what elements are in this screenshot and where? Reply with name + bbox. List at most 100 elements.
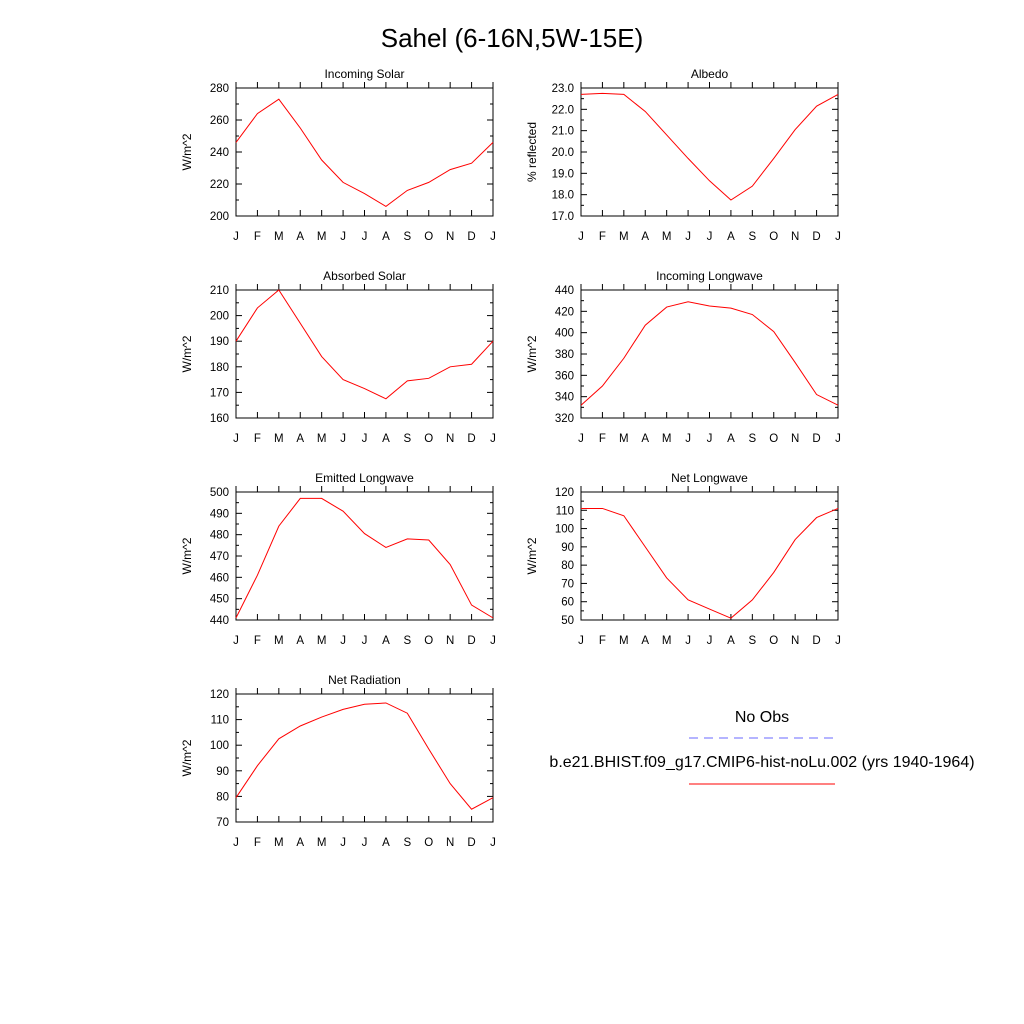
x-tick-label: J: [340, 231, 346, 243]
x-tick-label: J: [685, 231, 691, 243]
x-tick-label: J: [490, 837, 496, 849]
y-tick-label: 500: [210, 487, 229, 499]
y-tick-label: 420: [555, 306, 574, 318]
y-tick-label: 60: [561, 597, 574, 609]
x-tick-label: D: [467, 837, 475, 849]
x-tick-label: J: [233, 635, 239, 647]
y-tick-label: 50: [561, 615, 574, 627]
x-tick-label: M: [274, 231, 284, 243]
x-tick-label: M: [274, 837, 284, 849]
x-tick-label: J: [578, 231, 584, 243]
x-tick-label: D: [812, 635, 820, 647]
x-tick-label: J: [490, 231, 496, 243]
y-tick-label: 23.0: [552, 83, 574, 95]
x-tick-label: O: [769, 635, 778, 647]
y-tick-label: 260: [210, 115, 229, 127]
x-tick-label: J: [707, 635, 713, 647]
panel-title: Albedo: [691, 67, 729, 81]
x-tick-label: O: [769, 231, 778, 243]
panel-title: Incoming Solar: [324, 67, 404, 81]
x-tick-label: S: [748, 231, 756, 243]
x-tick-label: N: [446, 837, 454, 849]
x-tick-label: O: [769, 433, 778, 445]
x-tick-label: D: [467, 433, 475, 445]
x-tick-label: A: [296, 635, 304, 647]
y-tick-label: 180: [210, 362, 229, 374]
y-tick-label: 240: [210, 147, 229, 159]
x-tick-label: S: [403, 231, 411, 243]
x-tick-label: M: [662, 231, 672, 243]
plot-frame: [235, 87, 494, 217]
y-tick-label: 220: [210, 179, 229, 191]
y-tick-label: 160: [210, 413, 229, 425]
y-tick-label: 70: [216, 817, 229, 829]
x-tick-label: A: [296, 837, 304, 849]
y-tick-label: 170: [210, 387, 229, 399]
x-tick-label: F: [599, 635, 606, 647]
y-tick-label: 110: [556, 505, 574, 517]
y-tick-label: 70: [561, 578, 574, 590]
x-tick-label: N: [791, 231, 799, 243]
x-tick-label: M: [317, 635, 327, 647]
y-tick-label: 460: [210, 572, 229, 584]
x-tick-label: M: [619, 231, 629, 243]
y-axis-label: W/m^2: [180, 739, 194, 776]
y-tick-label: 200: [210, 211, 229, 223]
x-tick-label: J: [340, 433, 346, 445]
y-tick-label: 120: [210, 689, 229, 701]
x-tick-label: F: [254, 837, 261, 849]
panel-title: Absorbed Solar: [323, 269, 406, 283]
x-tick-label: F: [599, 231, 606, 243]
plot-frame: [580, 87, 839, 217]
x-tick-label: M: [662, 433, 672, 445]
y-axis-label: W/m^2: [525, 335, 539, 372]
x-tick-label: M: [317, 837, 327, 849]
x-tick-label: A: [296, 433, 304, 445]
y-tick-label: 450: [210, 594, 229, 606]
y-tick-label: 280: [210, 83, 229, 95]
x-tick-label: J: [835, 231, 841, 243]
series-line: [580, 301, 839, 406]
x-tick-label: D: [812, 231, 820, 243]
y-axis-label: % reflected: [525, 122, 539, 182]
y-tick-label: 340: [555, 392, 574, 404]
x-tick-label: J: [685, 635, 691, 647]
panel-title: Incoming Longwave: [656, 269, 763, 283]
x-tick-label: M: [274, 433, 284, 445]
panel-title: Emitted Longwave: [315, 471, 414, 485]
x-tick-label: A: [382, 837, 390, 849]
y-tick-label: 360: [555, 370, 574, 382]
y-tick-label: 100: [210, 740, 229, 752]
x-tick-label: J: [707, 433, 713, 445]
x-tick-label: S: [403, 837, 411, 849]
x-tick-label: J: [578, 635, 584, 647]
x-tick-label: A: [727, 433, 735, 445]
x-tick-label: M: [662, 635, 672, 647]
x-tick-label: M: [274, 635, 284, 647]
x-tick-label: A: [727, 231, 735, 243]
x-tick-label: J: [578, 433, 584, 445]
x-tick-label: M: [619, 433, 629, 445]
y-axis-label: W/m^2: [525, 537, 539, 574]
x-tick-label: J: [490, 433, 496, 445]
y-tick-label: 110: [211, 715, 229, 727]
x-tick-label: O: [424, 231, 433, 243]
y-tick-label: 90: [561, 542, 574, 554]
x-tick-label: S: [403, 635, 411, 647]
x-tick-label: J: [707, 231, 713, 243]
y-tick-label: 320: [555, 413, 574, 425]
x-tick-label: F: [599, 433, 606, 445]
x-tick-label: N: [446, 231, 454, 243]
series-line: [581, 507, 839, 619]
y-tick-label: 120: [555, 487, 574, 499]
series-line: [580, 92, 839, 201]
y-tick-label: 19.0: [552, 168, 574, 180]
x-tick-label: D: [812, 433, 820, 445]
y-tick-label: 80: [216, 791, 229, 803]
x-tick-label: F: [254, 433, 261, 445]
